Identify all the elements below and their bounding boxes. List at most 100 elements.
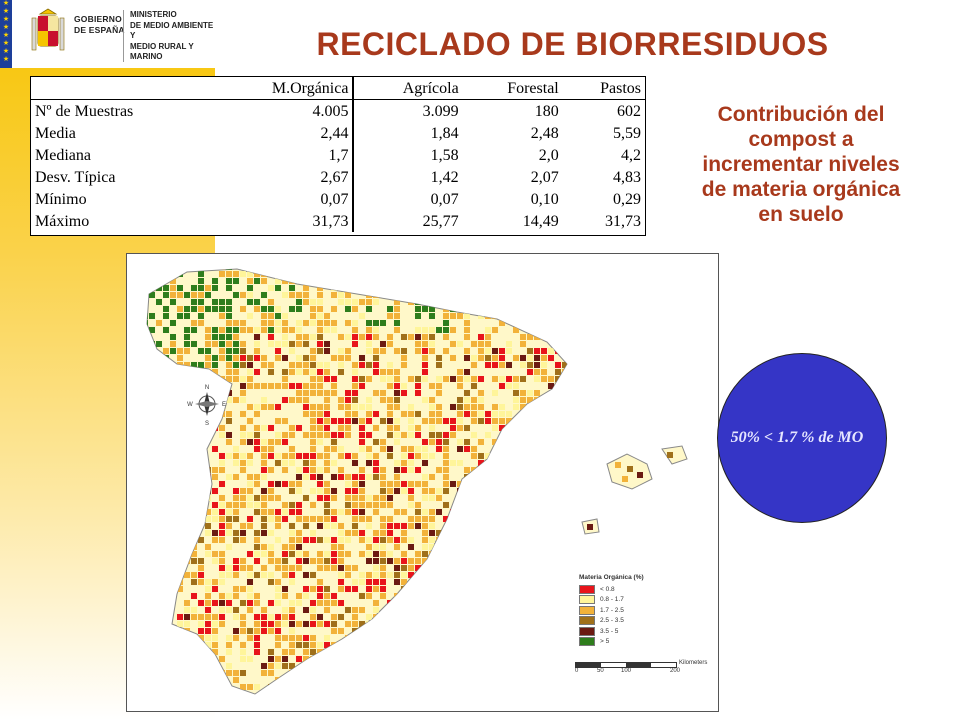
map-cell — [422, 537, 428, 543]
table-cell: 3.099 — [422, 102, 459, 120]
map-cell — [401, 509, 407, 515]
map-cell — [471, 404, 477, 410]
map-cell — [359, 621, 365, 627]
map-cell — [170, 348, 176, 354]
map-cell — [282, 397, 288, 403]
map-cell — [380, 544, 386, 550]
map-cell — [191, 523, 197, 529]
map-cell — [380, 439, 386, 445]
map-cell — [450, 327, 456, 333]
map-cell — [212, 551, 218, 557]
map-cell — [352, 579, 358, 585]
map-cell — [147, 509, 148, 515]
map-cell — [443, 516, 449, 522]
map-cell — [296, 600, 302, 606]
map-cell — [282, 698, 288, 704]
map-cell — [296, 390, 302, 396]
map-cell — [478, 404, 484, 410]
map-cell — [569, 579, 575, 585]
map-cell — [254, 411, 260, 417]
map-cell — [212, 663, 218, 669]
map-cell — [457, 663, 463, 669]
map-cell — [191, 698, 197, 704]
map-cell — [555, 376, 561, 382]
map-cell — [254, 649, 260, 655]
map-cell — [296, 474, 302, 480]
map-cell — [233, 502, 239, 508]
map-cell — [338, 628, 344, 634]
map-cell — [317, 565, 323, 571]
map-cell — [254, 481, 260, 487]
map-cell — [387, 313, 393, 319]
map-cell — [296, 502, 302, 508]
map-cell — [233, 495, 239, 501]
map-cell — [555, 621, 561, 627]
map-cell — [520, 544, 526, 550]
map-cell — [163, 397, 169, 403]
map-cell — [443, 320, 449, 326]
map-cell — [534, 488, 540, 494]
map-cell — [149, 523, 155, 529]
map-cell — [191, 453, 197, 459]
map-cell — [499, 614, 505, 620]
map-cell — [191, 502, 197, 508]
map-cell — [219, 537, 225, 543]
map-cell — [338, 558, 344, 564]
map-cell — [499, 586, 505, 592]
map-cell — [380, 320, 386, 326]
map-cell — [170, 432, 176, 438]
map-cell — [520, 628, 526, 634]
map-cell — [198, 320, 204, 326]
map-cell — [527, 558, 533, 564]
svg-text:E: E — [222, 402, 226, 408]
map-cell — [352, 404, 358, 410]
map-cell — [184, 376, 190, 382]
map-cell — [268, 656, 274, 662]
map-cell — [450, 516, 456, 522]
map-cell — [492, 292, 498, 298]
map-cell — [156, 341, 162, 347]
map-cell — [177, 404, 183, 410]
map-cell — [282, 691, 288, 694]
map-cell — [184, 635, 190, 641]
map-cell — [198, 278, 204, 284]
map-cell — [436, 691, 442, 694]
map-cell — [408, 432, 414, 438]
map-cell — [191, 411, 197, 417]
map-cell — [156, 586, 162, 592]
map-cell — [527, 285, 533, 291]
map-cell — [401, 579, 407, 585]
map-cell — [205, 530, 211, 536]
map-cell — [156, 411, 162, 417]
map-cell — [205, 670, 211, 676]
map-cell — [163, 404, 169, 410]
map-cell — [485, 621, 491, 627]
map-cell — [352, 481, 358, 487]
map-cell — [541, 306, 547, 312]
map-cell — [147, 523, 148, 529]
map-cell — [443, 621, 449, 627]
map-cell — [436, 439, 442, 445]
map-cell — [513, 530, 519, 536]
map-cell — [289, 523, 295, 529]
map-cell — [401, 572, 407, 578]
map-cell — [268, 313, 274, 319]
map-cell — [408, 488, 414, 494]
map-cell — [555, 425, 561, 431]
map-cell — [331, 446, 337, 452]
map-cell — [513, 663, 519, 669]
map-cell — [541, 691, 547, 694]
map-cell — [471, 649, 477, 655]
map-cell — [548, 376, 554, 382]
map-cell — [527, 684, 533, 690]
map-cell — [184, 439, 190, 445]
map-cell — [324, 593, 330, 599]
map-cell — [471, 530, 477, 536]
map-cell — [317, 558, 323, 564]
map-cell — [317, 327, 323, 333]
map-cell — [387, 558, 393, 564]
map-cell — [289, 481, 295, 487]
map-cell — [282, 334, 288, 340]
map-cell — [422, 558, 428, 564]
map-cell — [247, 565, 253, 571]
